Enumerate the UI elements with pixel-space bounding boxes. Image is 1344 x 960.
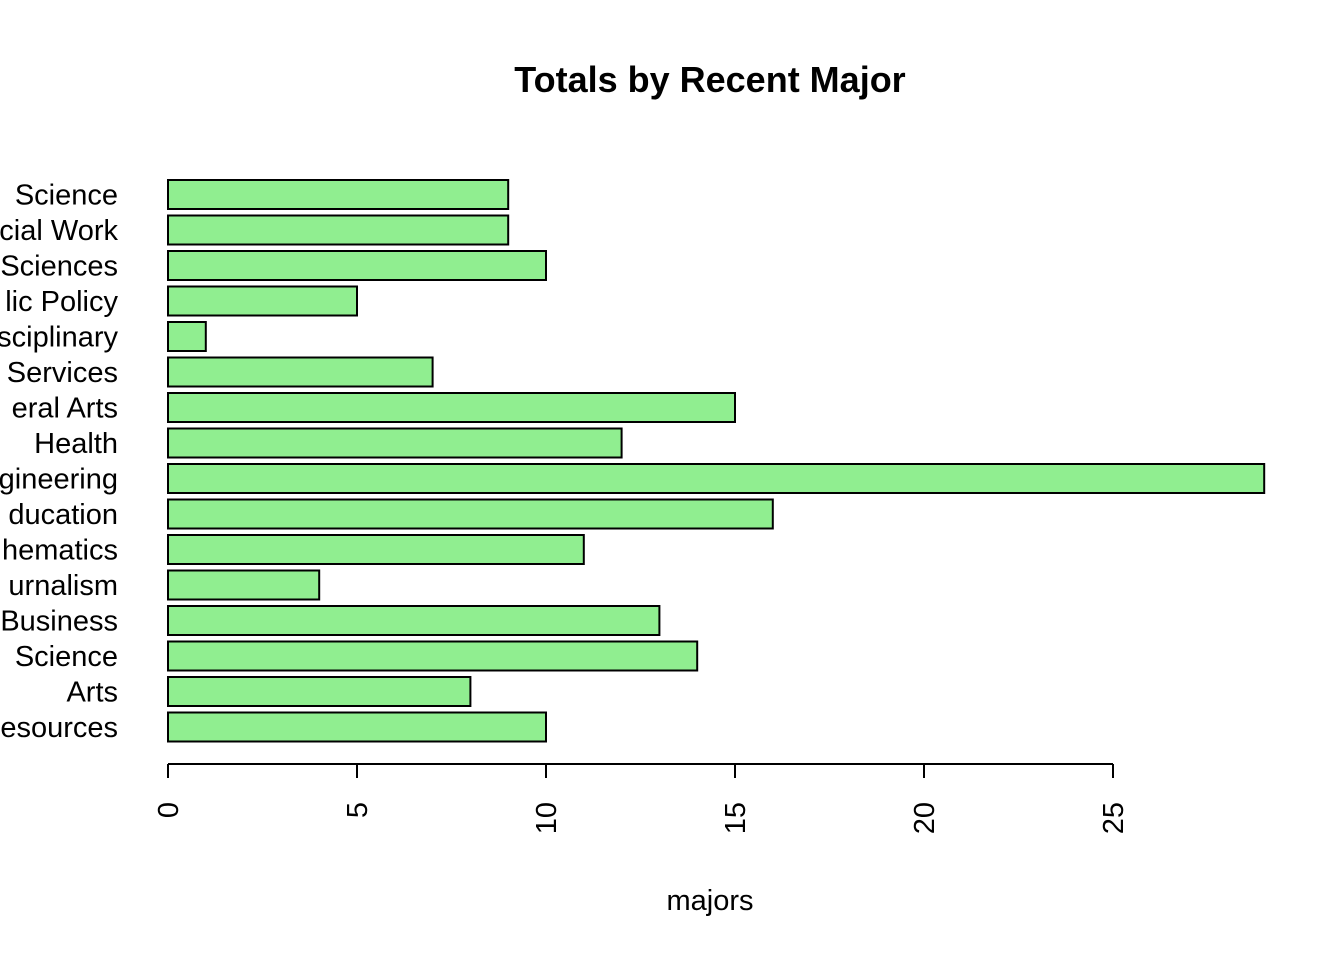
bars-group — [167, 179, 1266, 743]
category-label: sciplinary — [0, 322, 118, 354]
bar — [167, 179, 510, 210]
bar — [167, 250, 547, 281]
bar — [167, 392, 736, 423]
bar — [167, 427, 623, 459]
bar — [167, 321, 207, 352]
x-tick-label: 10 — [531, 802, 563, 834]
category-label: ducation — [8, 499, 118, 531]
category-label: gineering — [0, 464, 118, 496]
bar — [167, 356, 434, 388]
category-label: Health — [34, 428, 118, 460]
category-label: eral Arts — [12, 393, 118, 425]
bar — [167, 214, 510, 246]
category-label: urnalism — [8, 570, 118, 602]
bar — [167, 569, 321, 601]
category-label: cial Work — [0, 215, 118, 247]
category-label: Science — [15, 641, 118, 673]
bar — [167, 463, 1266, 494]
x-axis: 0 5 10 15 20 25 — [153, 763, 1130, 834]
bar — [167, 498, 774, 530]
bar — [167, 640, 699, 672]
bar — [167, 711, 547, 743]
category-label: Arts — [66, 677, 118, 709]
x-tick-label: 20 — [909, 802, 941, 834]
bar — [167, 285, 358, 317]
bar — [167, 534, 585, 565]
category-label: Science — [15, 180, 118, 212]
category-label: Business — [0, 606, 118, 638]
x-tick-label: 15 — [720, 802, 752, 834]
category-label: hematics — [2, 535, 118, 567]
chart-title: Totals by Recent Major — [514, 59, 905, 100]
x-tick-label: 0 — [153, 802, 185, 818]
category-label: Sciences — [0, 251, 118, 283]
bar — [167, 605, 661, 636]
x-tick-label: 5 — [342, 802, 374, 818]
bar — [167, 676, 472, 707]
x-axis-title: majors — [666, 885, 753, 917]
category-label: lic Policy — [5, 286, 118, 318]
category-label: Services — [7, 357, 118, 389]
category-label: esources — [0, 712, 118, 744]
x-tick-label: 25 — [1098, 802, 1130, 834]
